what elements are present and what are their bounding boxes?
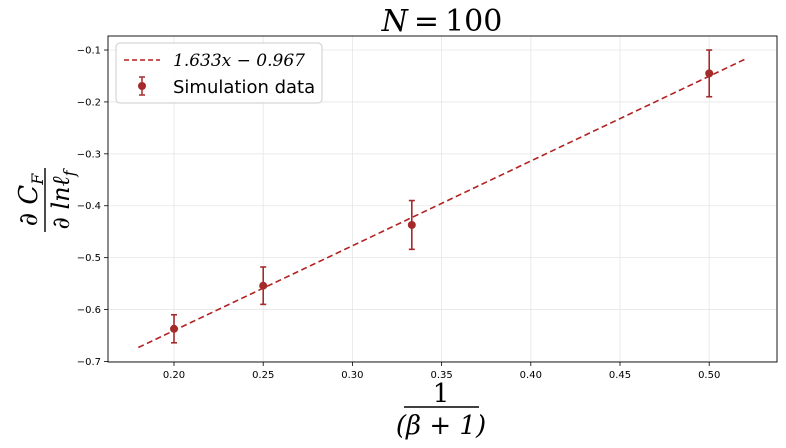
x-axis-label: 1 (β + 1)	[396, 379, 486, 441]
title-value: 100	[445, 4, 502, 39]
x-label-denominator: (β + 1)	[396, 411, 486, 441]
x-tick-label: 0.40	[520, 370, 542, 381]
legend-simulation-label: Simulation data	[173, 77, 315, 98]
legend: 1.633x − 0.967 Simulation data	[115, 42, 323, 104]
chart-title: N = 100	[381, 4, 503, 39]
y-tick-label: −0.3	[77, 149, 101, 160]
data-points-layer	[170, 49, 714, 344]
data-point	[705, 69, 714, 78]
legend-box	[115, 42, 323, 104]
x-tick-label: 0.35	[430, 370, 452, 381]
y-axis-label: ∂ CF ∂ lnℓf	[14, 167, 79, 232]
y-tick-label: −0.6	[77, 305, 101, 316]
plot-frame	[107, 35, 778, 363]
y-tick-label: −0.5	[77, 253, 101, 264]
data-point	[170, 324, 179, 333]
data-point	[259, 281, 268, 290]
y-label-denominator: ∂ lnℓf	[47, 167, 79, 229]
data-point	[407, 220, 416, 229]
x-axis-ticks: 0.20 0.25 0.30 0.35 0.40 0.45 0.50	[163, 362, 720, 381]
title-variable: N	[381, 4, 410, 39]
x-tick-label: 0.25	[252, 370, 274, 381]
y-tick-label: −0.2	[77, 97, 101, 108]
x-tick-label: 0.30	[341, 370, 363, 381]
y-tick-label: −0.4	[77, 201, 101, 212]
x-label-numerator: 1	[433, 379, 450, 409]
y-tick-label: −0.7	[77, 357, 101, 368]
y-label-numerator: ∂ CF	[14, 173, 47, 227]
legend-fit-label: 1.633x − 0.967	[173, 51, 305, 71]
fit-line-layer	[137, 58, 746, 349]
x-tick-label: 0.50	[698, 370, 720, 381]
x-tick-label: 0.45	[609, 370, 631, 381]
y-axis-ticks: −0.7 −0.6 −0.5 −0.4 −0.3 −0.2 −0.1	[77, 46, 108, 368]
x-tick-label: 0.20	[163, 370, 185, 381]
fit-line	[137, 58, 746, 349]
legend-marker	[138, 82, 146, 90]
y-tick-label: −0.1	[77, 46, 101, 57]
